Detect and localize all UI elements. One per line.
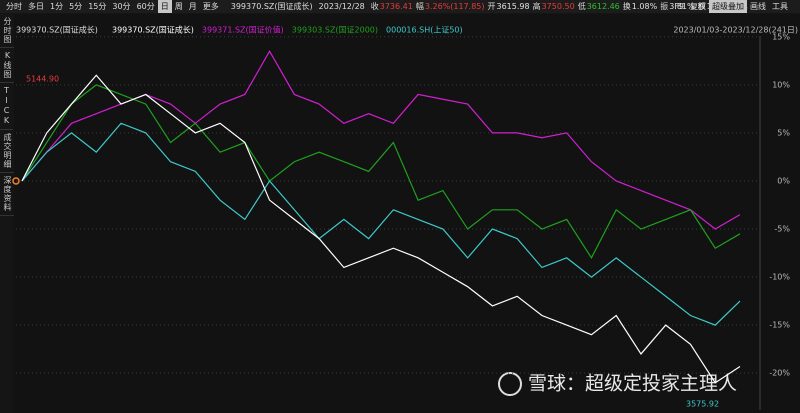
side-tab[interactable]: 分时图 <box>0 14 15 48</box>
side-tab[interactable]: 深度资料 <box>0 173 15 216</box>
max-label: 5144.90 <box>26 75 59 84</box>
tab[interactable]: 更多 <box>202 2 219 11</box>
quote-value: 3615.98 <box>496 2 530 11</box>
start-marker <box>12 177 20 185</box>
tool[interactable]: F9 <box>674 2 684 11</box>
quote-value: 3736.41 <box>379 2 413 11</box>
range-label: 2023/01/03-2023/12/28(241日) <box>673 26 798 35</box>
y-tick-label: -20% <box>769 369 790 378</box>
legend-entry: 399371.SZ(国证价值) <box>202 25 284 35</box>
quote-value: 1.08% <box>631 2 658 11</box>
logo <box>498 372 522 396</box>
series-line <box>21 122 741 326</box>
side-tab[interactable]: K线图 <box>0 48 15 83</box>
y-tick-label: -5% <box>774 225 790 234</box>
side-tab[interactable]: 成交明细 <box>0 130 15 173</box>
tool[interactable]: 工具 <box>772 2 788 11</box>
y-tick-label: 0% <box>777 176 790 185</box>
y-tick-label: 15% <box>772 32 790 41</box>
side-tab[interactable]: TICK <box>0 83 13 130</box>
tab[interactable]: 日 <box>157 0 172 13</box>
quote-code: 399370.SZ(国证成长) <box>230 2 313 11</box>
tool[interactable]: 画线 <box>750 2 766 11</box>
quote-label: 收 <box>370 2 379 11</box>
legend-entry: 000016.SH(上证50) <box>386 26 463 35</box>
series-line <box>21 74 741 384</box>
tab[interactable]: 15分 <box>88 2 107 11</box>
quote-label: 低 <box>577 2 586 11</box>
tab[interactable]: 1分 <box>50 2 64 11</box>
tab[interactable]: 月 <box>188 2 197 11</box>
y-tick-label: 10% <box>772 80 790 89</box>
quote-value: 3.26%(117.85) <box>424 2 485 11</box>
min-label: 3575.92 <box>686 400 719 409</box>
tab[interactable]: 60分 <box>136 2 155 11</box>
tool[interactable]: 复权 <box>690 2 706 11</box>
tool[interactable]: 超级叠加 <box>709 0 747 13</box>
quote-value: 3.81% <box>669 2 695 11</box>
legend-entry: 399370.SZ(国证成长) <box>112 25 194 35</box>
quote-label: 幅 <box>415 2 424 11</box>
tab[interactable]: 5分 <box>69 2 83 11</box>
chart-bg <box>14 14 800 413</box>
legend-entry: 399303.SZ(国证2000) <box>292 26 378 35</box>
tab[interactable]: 分时 <box>6 2 22 11</box>
y-tick-label: -15% <box>769 321 790 330</box>
tab[interactable]: 多日 <box>28 2 44 11</box>
y-tick-label: 5% <box>777 128 790 137</box>
legend-code: 399370.SZ(国证成长) <box>16 25 98 35</box>
quote-label: 开 <box>487 2 496 11</box>
quote-label: 换 <box>622 2 631 11</box>
toolbar: 分时 多日 1分 5分 15分 30分 60分日周月更多 399370.SZ(国证成长) 202… <box>0 0 800 13</box>
quote-value: 3750.50 <box>541 2 575 11</box>
quote-label: 振 <box>660 2 669 11</box>
sidebar: 分时图 K线图 TICK 成交明细 深度资料 <box>0 14 15 216</box>
quote-label: 高 <box>532 2 541 11</box>
watermark: 雪球：超级定投家主理人 <box>528 373 737 395</box>
tab[interactable]: 周 <box>174 2 183 11</box>
quote-value: 3612.46 <box>586 2 620 11</box>
y-tick-label: -10% <box>769 273 790 282</box>
series-line <box>21 84 741 260</box>
tab[interactable]: 30分 <box>112 2 131 11</box>
quote-label: 额 <box>697 2 706 11</box>
quote-date: 2023/12/28 <box>318 2 365 11</box>
